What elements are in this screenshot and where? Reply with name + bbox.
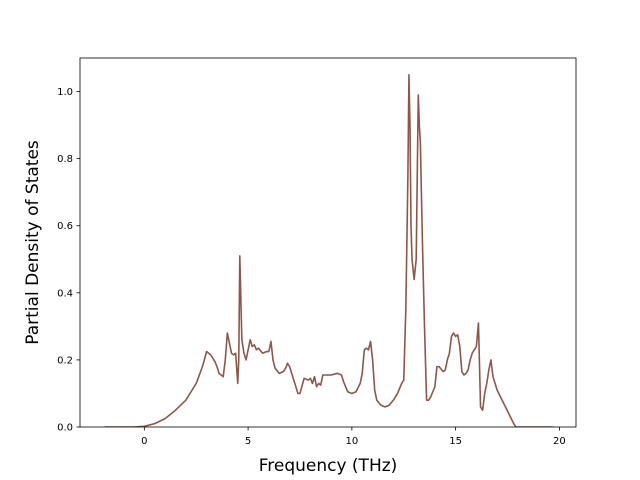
x-tick-label: 20 [553, 436, 566, 447]
x-tick-label: 15 [449, 436, 462, 447]
ticks: 0 5 10 15 20 0.0 0.2 0.4 0.6 0.8 1.0 [57, 87, 566, 447]
x-tick-label: 5 [245, 436, 251, 447]
series-line-0 [104, 73, 554, 427]
plot-area [104, 73, 554, 427]
y-tick-label: 0.8 [57, 154, 73, 165]
x-axis-title: Frequency (THz) [259, 456, 398, 476]
y-tick-label: 1.0 [57, 87, 73, 98]
axes-frame [79, 57, 577, 428]
y-tick-label: 0.2 [57, 355, 73, 366]
y-tick-label: 0.4 [57, 288, 73, 299]
y-axis-title: Partial Density of States [23, 140, 43, 345]
x-tick-label: 0 [141, 436, 147, 447]
x-tick-label: 10 [345, 436, 358, 447]
y-tick-label: 0.0 [57, 423, 73, 434]
y-tick-label: 0.6 [57, 221, 73, 232]
